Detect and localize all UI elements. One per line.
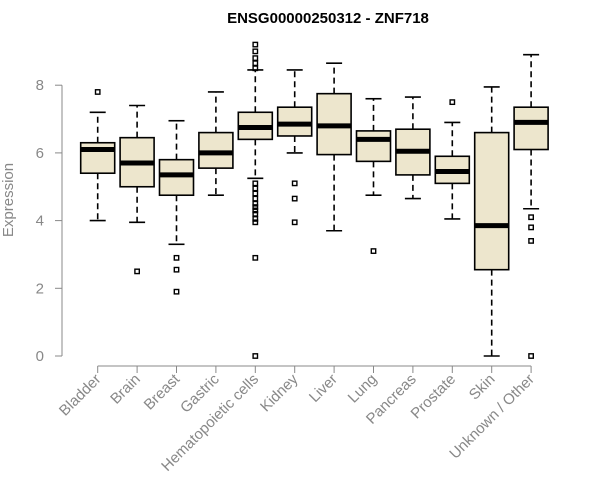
outlier-point <box>291 180 298 187</box>
outlier-point <box>252 185 259 192</box>
outlier-point <box>173 266 180 273</box>
box-unknown-other <box>513 53 549 359</box>
iqr-box <box>355 130 392 163</box>
box-hematopoietic-cells <box>237 41 274 359</box>
outlier-point <box>252 195 259 202</box>
outlier-point <box>370 248 377 254</box>
outlier-point <box>252 254 259 261</box>
outlier-point <box>528 353 535 359</box>
box-liver <box>316 62 352 232</box>
outlier-point <box>252 41 259 48</box>
outlier-point <box>291 195 298 202</box>
box-kidney <box>276 69 313 226</box>
iqr-box <box>198 131 234 169</box>
box-brain <box>119 104 155 275</box>
outlier-point <box>252 207 259 214</box>
box-breast <box>158 119 195 295</box>
boxes-group <box>79 41 549 359</box>
iqr-box <box>276 106 313 137</box>
outlier-point <box>449 99 456 106</box>
y-tick-label: 0 <box>36 348 44 365</box>
outlier-point <box>94 89 101 95</box>
y-axis-label: Expression <box>0 163 17 237</box>
outlier-point <box>252 200 259 207</box>
iqr-box <box>473 131 510 271</box>
iqr-box <box>513 106 549 151</box>
box-lung <box>355 97 392 254</box>
box-prostate <box>434 99 471 220</box>
outlier-point <box>173 288 180 295</box>
outlier-point <box>528 214 535 221</box>
outlier-point <box>252 190 259 197</box>
y-tick-label: 8 <box>36 77 44 94</box>
outlier-point <box>252 48 259 55</box>
outlier-point <box>252 353 259 359</box>
iqr-box <box>158 158 195 197</box>
x-tick-label: Skin <box>466 371 499 404</box>
x-tick-label: Breast <box>141 370 184 413</box>
outlier-point <box>252 216 259 222</box>
box-bladder <box>79 89 116 222</box>
outlier-point <box>252 210 259 217</box>
box-skin <box>473 86 510 357</box>
x-tick-label: Liver <box>306 371 341 406</box>
outlier-point <box>528 224 535 231</box>
outlier-point <box>252 180 259 187</box>
y-tick-label: 2 <box>36 280 44 297</box>
outlier-point <box>252 219 259 226</box>
outlier-point <box>528 238 535 244</box>
outlier-point <box>252 65 259 72</box>
box-pancreas <box>395 96 431 200</box>
outlier-point <box>291 219 298 226</box>
x-tick-label: Kidney <box>257 370 302 415</box>
outlier-point <box>252 60 259 67</box>
outlier-point <box>252 55 259 62</box>
y-tick-label: 6 <box>36 145 44 162</box>
y-tick-label: 4 <box>36 213 44 230</box>
box-gastric <box>198 91 234 197</box>
outlier-point <box>252 204 259 210</box>
outlier-point <box>173 254 180 261</box>
y-axis: 0 2 4 6 8 <box>36 77 63 365</box>
x-tick-label: Bladder <box>56 371 105 420</box>
x-tick-label: Brain <box>107 371 144 408</box>
outlier-point <box>134 268 140 275</box>
chart-title: ENSG00000250312 - ZNF718 <box>227 10 429 27</box>
x-tick-label: Lung <box>345 371 381 407</box>
